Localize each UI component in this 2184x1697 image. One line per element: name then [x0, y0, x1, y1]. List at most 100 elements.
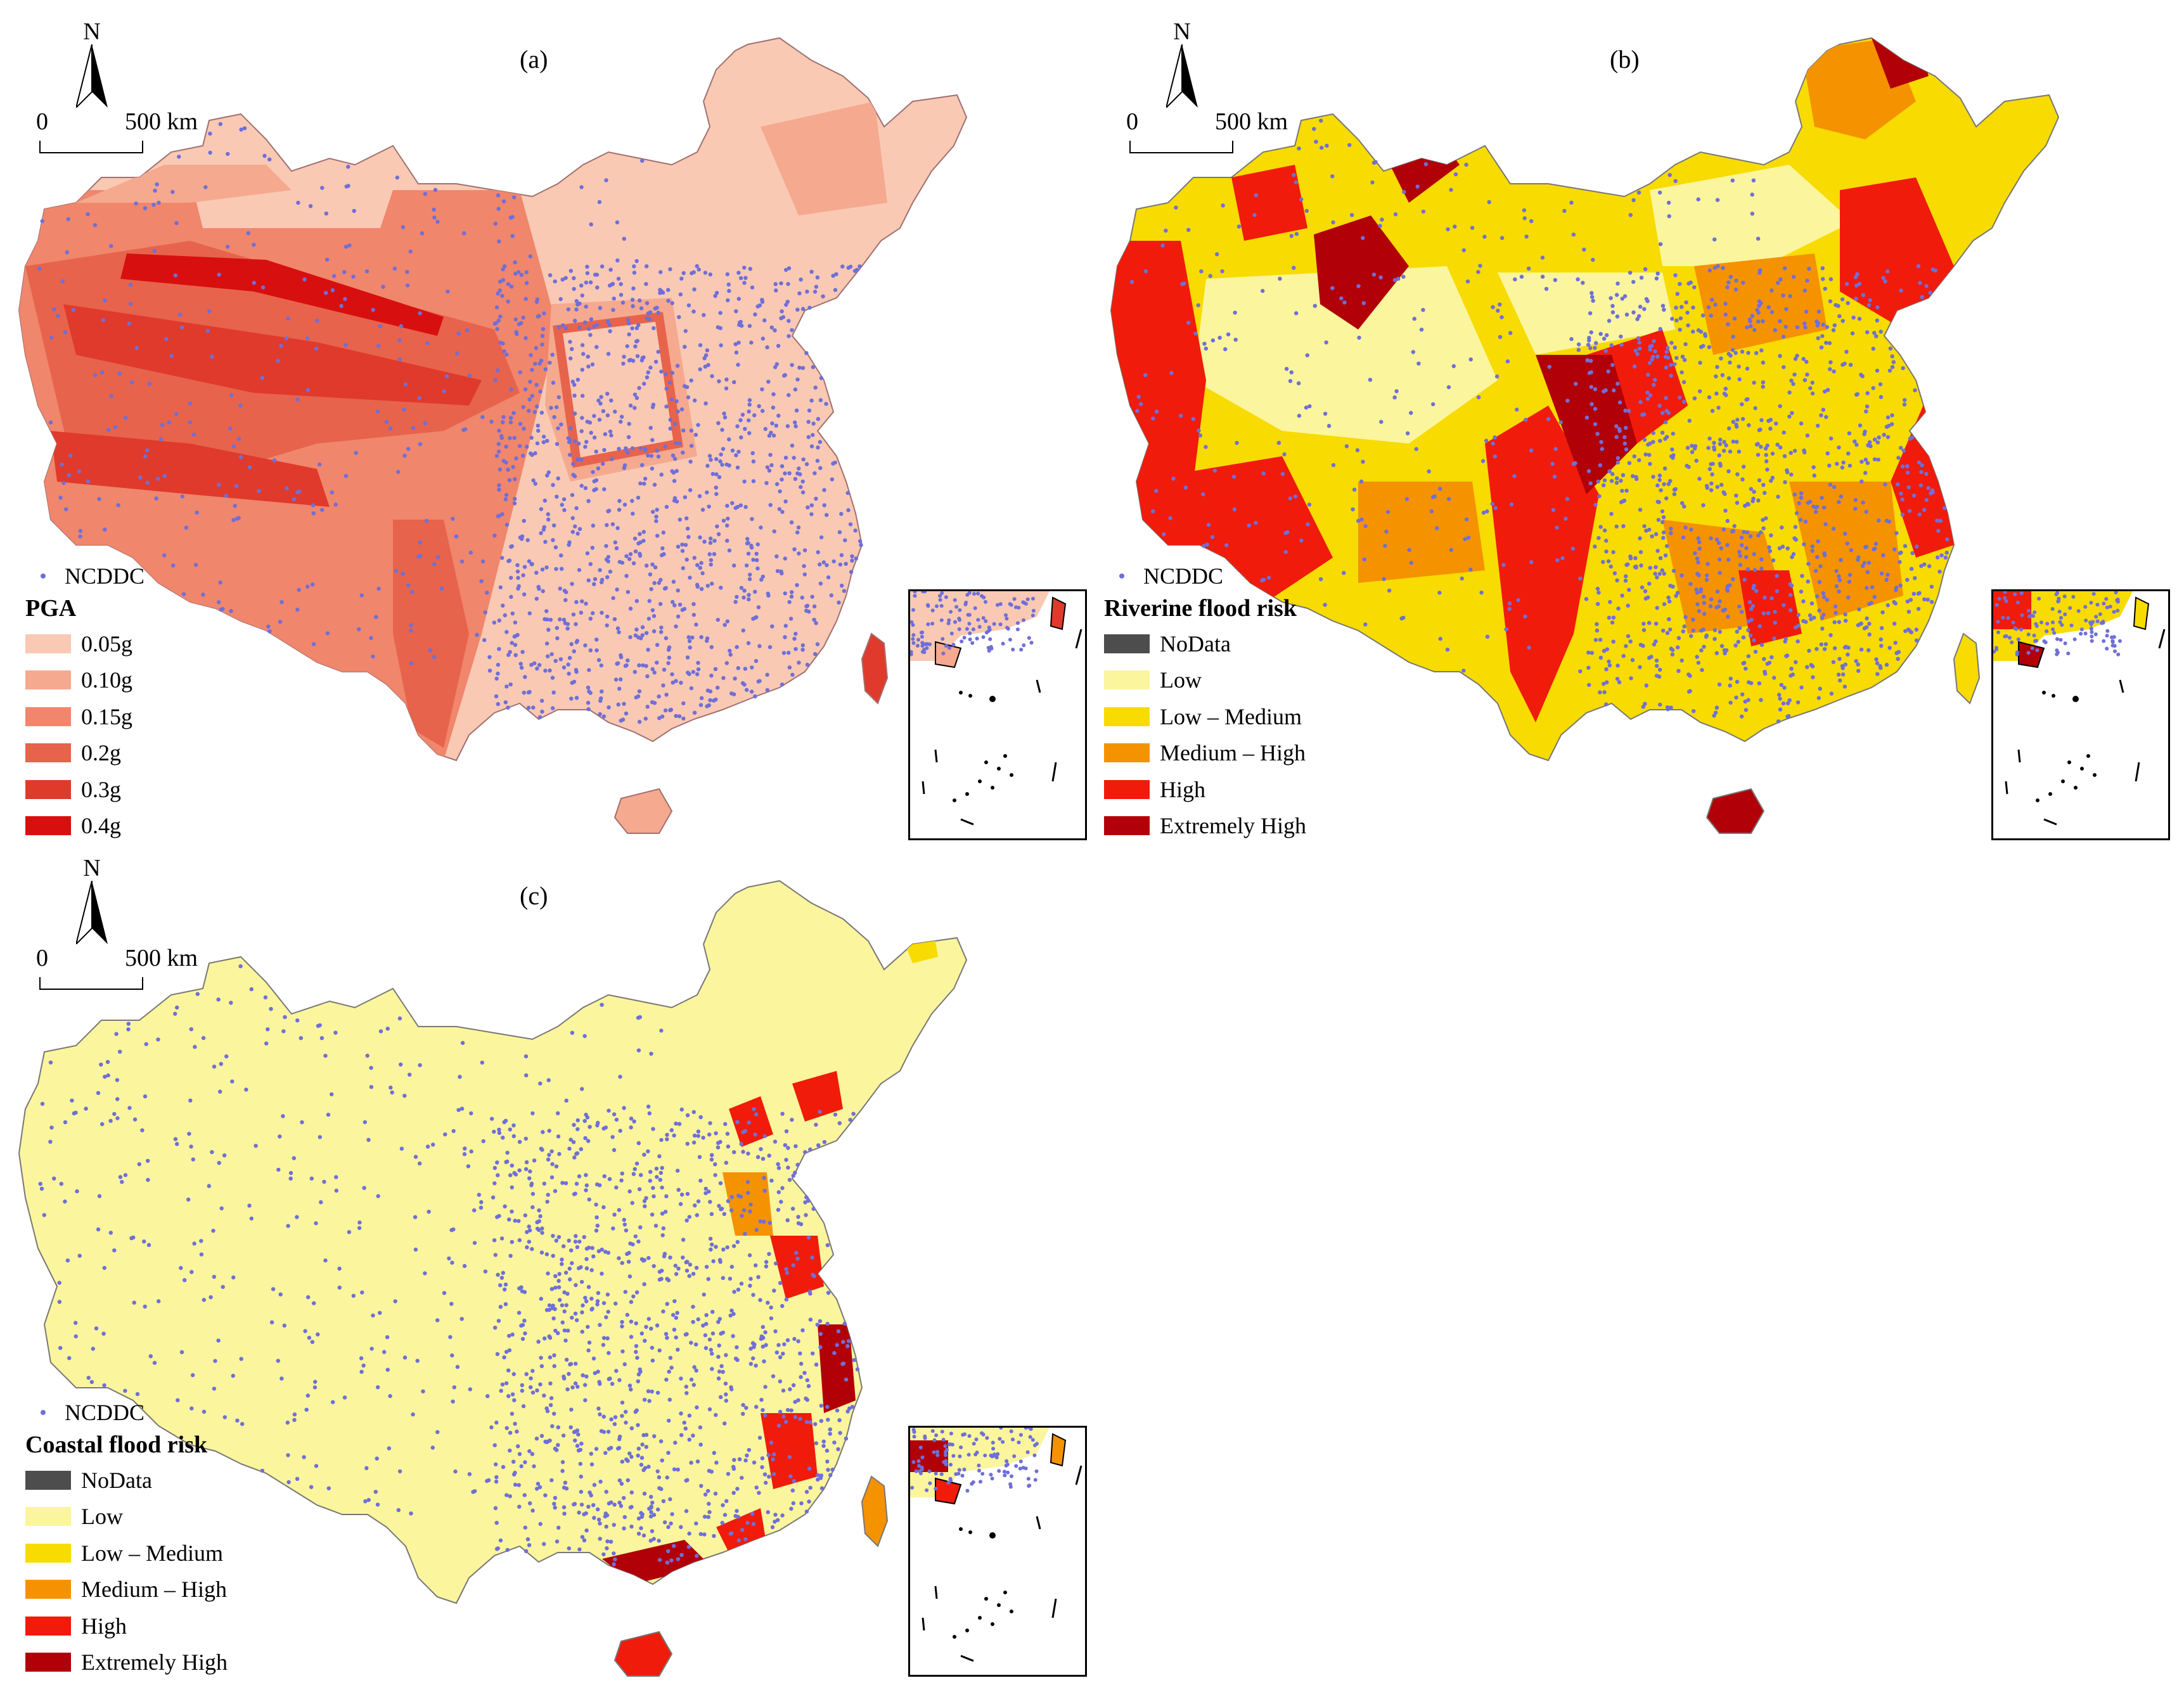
- station-marker: [573, 1381, 578, 1386]
- station-marker: [556, 1425, 560, 1430]
- station-marker: [309, 1176, 314, 1181]
- station-marker: [709, 1247, 713, 1252]
- station-marker: [765, 672, 769, 677]
- station-marker: [1709, 536, 1713, 541]
- station-marker: [1606, 559, 1611, 563]
- station-marker: [1726, 280, 1731, 285]
- station-marker: [622, 1217, 626, 1222]
- station-marker: [1681, 629, 1685, 634]
- station-marker: [766, 380, 771, 384]
- station-marker: [530, 368, 534, 372]
- station-marker: [943, 1450, 947, 1454]
- station-marker: [218, 122, 222, 126]
- station-marker: [1697, 546, 1702, 551]
- station-marker: [774, 554, 779, 559]
- station-marker: [750, 451, 755, 456]
- station-marker: [541, 327, 546, 331]
- station-marker: [1659, 488, 1663, 492]
- station-marker: [1691, 617, 1695, 622]
- station-marker: [521, 1404, 526, 1409]
- station-marker: [648, 1170, 653, 1174]
- station-marker: [661, 1309, 665, 1314]
- station-marker: [584, 280, 589, 285]
- station-marker: [1873, 437, 1877, 442]
- station-marker: [538, 1214, 543, 1219]
- marker-label: NCDDC: [65, 1400, 145, 1425]
- station-marker: [738, 319, 743, 324]
- station-marker: [696, 1129, 701, 1134]
- station-marker: [595, 1299, 600, 1303]
- station-marker: [2003, 634, 2007, 639]
- station-marker: [725, 1245, 729, 1250]
- station-marker: [703, 364, 708, 369]
- station-marker: [586, 700, 591, 705]
- station-marker: [1896, 456, 1901, 460]
- station-marker: [413, 1215, 418, 1219]
- station-marker: [359, 1369, 364, 1374]
- station-marker: [1893, 601, 1898, 606]
- station-marker: [770, 1525, 775, 1530]
- station-marker: [1862, 626, 1867, 631]
- station-marker: [1759, 567, 1764, 571]
- station-marker: [606, 1309, 610, 1314]
- station-marker: [506, 705, 510, 710]
- station-marker: [623, 663, 628, 669]
- station-marker: [1775, 589, 1779, 594]
- station-marker: [249, 987, 254, 992]
- station-marker: [637, 719, 642, 724]
- station-marker: [613, 409, 617, 414]
- station-marker: [756, 1275, 761, 1279]
- station-marker: [626, 1478, 630, 1483]
- station-marker: [544, 565, 549, 570]
- station-marker: [804, 608, 809, 613]
- station-marker: [720, 463, 724, 467]
- station-marker: [610, 282, 614, 287]
- station-marker: [202, 1409, 207, 1414]
- station-marker: [624, 554, 629, 558]
- station-marker: [1878, 663, 1882, 669]
- station-marker: [2056, 650, 2060, 655]
- station-marker: [1752, 328, 1757, 332]
- station-marker: [140, 1128, 145, 1132]
- station-marker: [1012, 597, 1017, 601]
- station-marker: [145, 480, 150, 485]
- station-marker: [1735, 679, 1740, 684]
- station-marker: [911, 637, 915, 641]
- station-marker: [684, 1385, 689, 1389]
- station-marker: [967, 622, 972, 626]
- station-marker: [113, 425, 118, 430]
- station-marker: [1638, 536, 1642, 541]
- station-marker: [545, 1200, 549, 1204]
- station-marker: [764, 1260, 769, 1264]
- station-marker: [525, 1245, 529, 1250]
- station-marker: [2090, 634, 2094, 639]
- station-marker: [532, 1158, 537, 1163]
- station-marker: [743, 1129, 748, 1134]
- station-marker: [652, 580, 657, 586]
- station-marker: [1844, 281, 1849, 286]
- station-marker: [2095, 619, 2100, 624]
- station-marker: [1764, 516, 1768, 521]
- station-marker: [1606, 369, 1610, 374]
- station-marker: [841, 1340, 845, 1344]
- station-marker: [686, 1544, 691, 1549]
- station-marker: [357, 1220, 362, 1225]
- station-marker: [567, 671, 571, 676]
- station-marker: [581, 1373, 585, 1378]
- station-marker: [702, 356, 707, 361]
- station-marker: [2063, 612, 2067, 617]
- station-marker: [1650, 534, 1654, 539]
- station-marker: [825, 563, 829, 567]
- station-marker: [1604, 702, 1609, 707]
- station-marker: [716, 1376, 721, 1381]
- station-marker: [1723, 387, 1728, 391]
- station-marker: [1759, 348, 1764, 353]
- station-marker: [974, 1437, 979, 1442]
- station-marker: [1792, 492, 1797, 497]
- station-marker: [596, 1507, 600, 1512]
- station-marker: [729, 1309, 734, 1313]
- station-marker: [813, 652, 818, 656]
- station-marker: [1819, 642, 1823, 647]
- station-marker: [492, 1443, 497, 1447]
- station-marker: [1323, 603, 1327, 607]
